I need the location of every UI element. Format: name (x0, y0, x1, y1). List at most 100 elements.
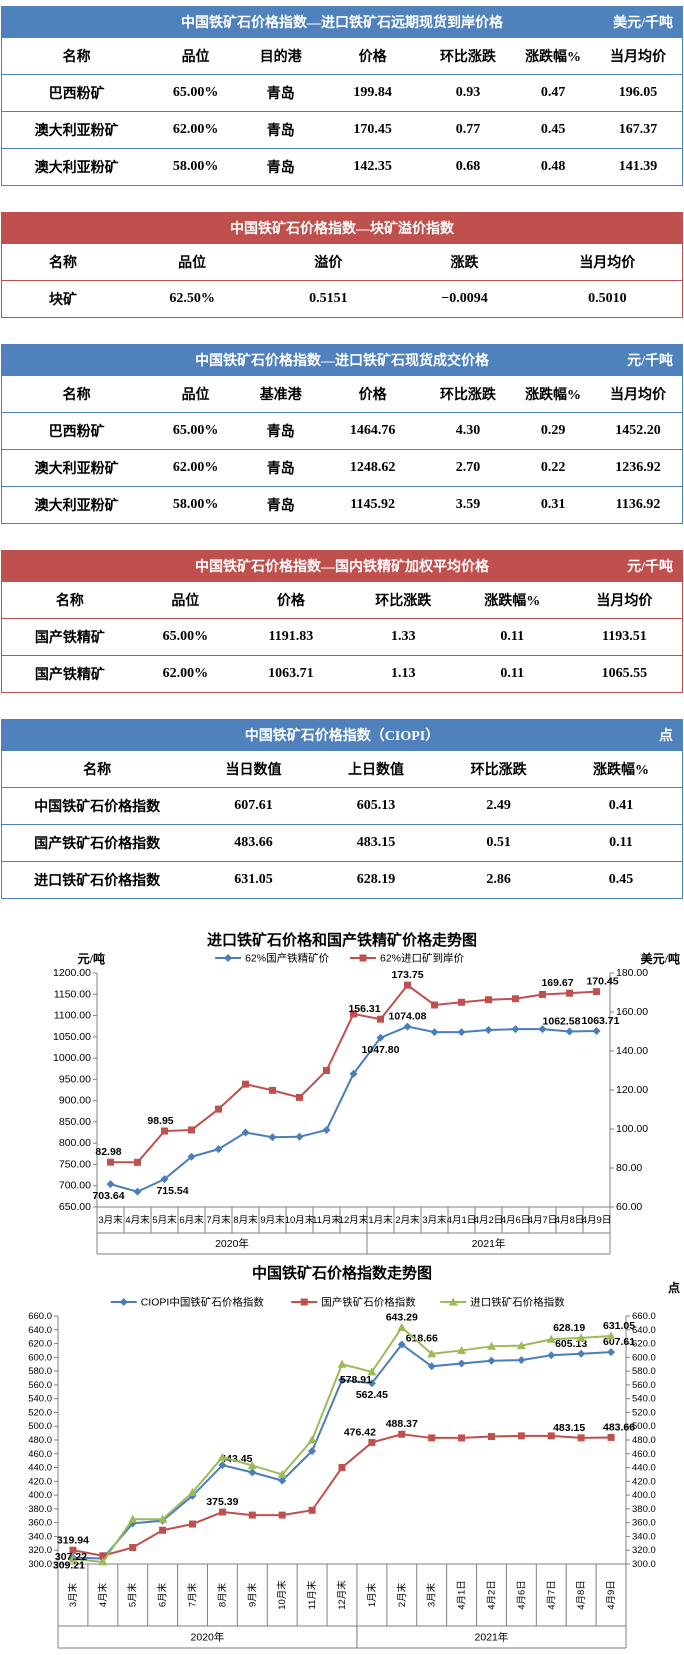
cell: 0.77 (423, 111, 513, 149)
chart-import-vs-domestic-price-trend: 进口铁矿石价格和国产铁精矿价格走势图 元/吨 美元/吨 650.00 700.00 750… (0, 925, 684, 1260)
svg-text:540.0: 540.0 (632, 1394, 656, 1405)
svg-text:100.00: 100.00 (616, 1123, 648, 1135)
svg-text:2020年: 2020年 (215, 1237, 249, 1250)
column-header: 环比涨跌 (348, 582, 458, 619)
svg-text:3月末: 3月末 (426, 1582, 438, 1607)
svg-text:4月1日: 4月1日 (457, 1580, 468, 1610)
svg-text:2021年: 2021年 (475, 1631, 509, 1644)
svg-text:620.0: 620.0 (28, 1339, 52, 1350)
svg-text:300.0: 300.0 (28, 1559, 52, 1570)
cell: 631.05 (192, 861, 315, 899)
cell: 国产铁精矿 (1, 655, 138, 693)
header-row: 名称 品位 溢价 涨跌 当月均价 (1, 244, 683, 281)
cell: 0.5010 (532, 280, 683, 318)
svg-text:12月末: 12月末 (339, 1214, 369, 1226)
svg-text:460.0: 460.0 (632, 1449, 656, 1460)
column-header: 目的港 (239, 38, 322, 75)
column-header: 当月均价 (593, 38, 683, 75)
table-row: 巴西粉矿 65.00% 青岛 1464.76 4.30 0.29 1452.20 (1, 412, 683, 450)
svg-text:4月末: 4月末 (125, 1214, 150, 1226)
cell: 1063.71 (233, 655, 349, 693)
column-header: 价格 (321, 38, 424, 75)
svg-text:156.31: 156.31 (348, 1003, 380, 1015)
svg-text:580.0: 580.0 (28, 1366, 52, 1377)
svg-text:12月末: 12月末 (336, 1580, 348, 1610)
svg-text:62%国产铁精矿价: 62%国产铁精矿价 (245, 952, 330, 965)
svg-text:1047.80: 1047.80 (362, 1044, 400, 1056)
svg-text:60.00: 60.00 (616, 1201, 642, 1213)
column-header: 涨跌幅% (559, 751, 683, 788)
cell: 国产铁精矿 (1, 618, 138, 656)
column-header: 品位 (137, 582, 234, 619)
cell: 1452.20 (593, 412, 683, 450)
svg-text:1100.00: 1100.00 (54, 1010, 91, 1022)
svg-text:562.45: 562.45 (356, 1389, 388, 1401)
header-row: 名称 品位 目的港 价格 环比涨跌 涨跌幅% 当月均价 (1, 38, 683, 75)
cell: 167.37 (593, 111, 683, 149)
svg-text:2021年: 2021年 (472, 1237, 506, 1250)
table-title-bar: 中国铁矿石价格指数—国内铁精矿加权平均价格 元/千吨 (1, 550, 683, 582)
svg-text:1050.00: 1050.00 (53, 1031, 91, 1043)
svg-text:480.0: 480.0 (632, 1435, 656, 1446)
svg-text:375.39: 375.39 (206, 1496, 238, 1508)
svg-text:340.0: 340.0 (28, 1531, 52, 1542)
svg-text:360.0: 360.0 (28, 1518, 52, 1529)
svg-text:715.54: 715.54 (156, 1185, 188, 1197)
svg-text:1000.00: 1000.00 (53, 1052, 91, 1064)
cell: 0.11 (559, 824, 683, 862)
table-title: 中国铁矿石价格指数—进口铁矿石远期现货到岸价格 (181, 16, 503, 31)
column-header: 基准港 (239, 376, 322, 413)
cell: 2.86 (437, 861, 560, 899)
svg-text:4月6日: 4月6日 (516, 1580, 527, 1610)
cell: 青岛 (239, 74, 322, 112)
svg-text:4月6日: 4月6日 (501, 1215, 531, 1226)
cell: 1.33 (348, 618, 458, 656)
svg-text:80.00: 80.00 (616, 1162, 642, 1174)
cell: 0.47 (512, 74, 594, 112)
svg-text:173.75: 173.75 (391, 969, 423, 981)
svg-text:380.0: 380.0 (632, 1504, 656, 1515)
table-row: 进口铁矿石价格指数 631.05 628.19 2.86 0.45 (1, 861, 683, 899)
svg-text:4月1日: 4月1日 (447, 1215, 477, 1226)
svg-text:307.22: 307.22 (55, 1551, 87, 1563)
cell: 607.61 (192, 787, 315, 825)
svg-text:320.0: 320.0 (632, 1545, 656, 1556)
svg-text:169.67: 169.67 (541, 977, 573, 989)
svg-text:380.0: 380.0 (28, 1504, 52, 1515)
cell: 2.70 (423, 449, 513, 487)
data-table: 名称 品位 目的港 价格 环比涨跌 涨跌幅% 当月均价 巴西粉矿 65.00% 青岛 199.84 0… (1, 38, 683, 186)
svg-text:483.66: 483.66 (603, 1421, 635, 1433)
column-header: 溢价 (260, 244, 397, 281)
svg-text:400.0: 400.0 (28, 1490, 52, 1501)
svg-text:640.0: 640.0 (632, 1325, 656, 1336)
column-header: 涨跌 (396, 244, 533, 281)
column-header: 名称 (1, 751, 193, 788)
svg-text:900.00: 900.00 (59, 1095, 91, 1107)
cell: 1191.83 (233, 618, 349, 656)
svg-text:国产铁矿石价格指数: 国产铁矿石价格指数 (321, 1296, 416, 1309)
header-row: 名称 品位 价格 环比涨跌 涨跌幅% 当月均价 (1, 582, 683, 619)
svg-text:4月9日: 4月9日 (582, 1215, 612, 1226)
svg-text:10月末: 10月末 (285, 1214, 315, 1226)
data-table: 名称 当日数值 上日数值 环比涨跌 涨跌幅% 中国铁矿石价格指数 607.61 605.13 2… (1, 751, 683, 899)
svg-text:9月末: 9月末 (260, 1214, 285, 1226)
svg-text:进口铁矿石价格和国产铁精矿价格走势图: 进口铁矿石价格和国产铁精矿价格走势图 (207, 931, 477, 949)
cell: 0.45 (559, 861, 683, 899)
svg-text:320.0: 320.0 (28, 1545, 52, 1556)
svg-text:5月末: 5月末 (152, 1214, 177, 1226)
svg-text:120.00: 120.00 (616, 1084, 648, 1096)
table-unit: 美元/千吨 (613, 16, 673, 31)
svg-text:580.0: 580.0 (632, 1366, 656, 1377)
svg-text:6月末: 6月末 (179, 1214, 204, 1226)
svg-text:1074.08: 1074.08 (389, 1011, 427, 1023)
data-table: 名称 品位 价格 环比涨跌 涨跌幅% 当月均价 国产铁精矿 65.00% 1191.83 1.33… (1, 582, 683, 693)
cell: 澳大利亚粉矿 (1, 486, 152, 524)
cell: 0.29 (512, 412, 594, 450)
svg-text:800.00: 800.00 (59, 1137, 91, 1149)
column-header: 涨跌幅% (512, 38, 594, 75)
table-row: 澳大利亚粉矿 62.00% 青岛 170.45 0.77 0.45 167.37 (1, 111, 683, 149)
table-row: 中国铁矿石价格指数 607.61 605.13 2.49 0.41 (1, 787, 683, 825)
table-row: 块矿 62.50% 0.5151 −0.0094 0.5010 (1, 280, 683, 318)
svg-text:443.45: 443.45 (220, 1453, 252, 1465)
